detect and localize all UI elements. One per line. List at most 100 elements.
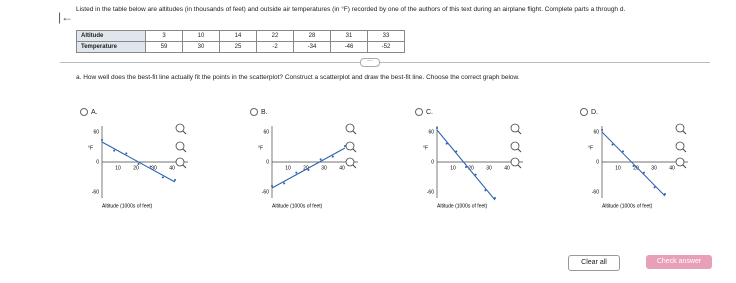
point [344, 145, 346, 147]
zoom-lens [510, 157, 520, 167]
zoom-lens [175, 141, 185, 151]
table-cell: 22 [256, 30, 294, 42]
zoom-handle [352, 130, 357, 135]
point [465, 166, 467, 168]
y-tick-label: -60 [592, 189, 599, 195]
option[interactable]: D. [580, 108, 598, 116]
zoom-handle [682, 130, 687, 135]
y-tick-label: 0 [266, 159, 269, 165]
x-axis-label: Altitude (1000s of feet) [602, 203, 653, 209]
table-cell: Altitude [76, 30, 146, 42]
zoom-handle [517, 148, 522, 153]
point [664, 193, 666, 195]
table-cell: -52 [367, 41, 405, 53]
x-tick-label: 30 [651, 165, 657, 171]
check-answer-button[interactable]: Check answer [646, 255, 712, 269]
expand-button[interactable]: ··· [360, 58, 380, 67]
zoom-icon[interactable] [345, 157, 357, 169]
y-tick-label: -60 [262, 189, 269, 195]
x-tick-label: 10 [615, 165, 621, 171]
point [494, 197, 496, 199]
zoom-icon[interactable] [175, 123, 187, 135]
y-tick-label: 60 [428, 129, 434, 135]
point [101, 139, 103, 141]
option[interactable]: C. [415, 108, 433, 116]
y-tick-label: -60 [92, 189, 99, 195]
table-cell: 31 [330, 30, 368, 42]
option[interactable]: B. [250, 108, 268, 116]
table-wrap: Altitude 3 10 14 22 28 31 33 Temperature 59 30 25 -2… [76, 30, 405, 53]
zoom-icon[interactable] [175, 141, 187, 153]
y-tick-label: 60 [263, 129, 269, 135]
table-cell: 14 [219, 30, 257, 42]
option-letter: B. [261, 108, 268, 116]
table-cell: -34 [293, 41, 331, 53]
zoom-lens [510, 141, 520, 151]
point [137, 163, 140, 165]
zoom-handle [182, 130, 187, 135]
point [643, 171, 645, 174]
y-tick-label: -60 [427, 189, 434, 195]
point [283, 182, 286, 185]
x-tick-label: 10 [285, 165, 291, 171]
x-tick-label: 40 [339, 165, 345, 171]
zoom-lens [675, 157, 685, 167]
table-cell: -2 [256, 41, 294, 53]
zoom-lens [345, 141, 355, 151]
radio-button[interactable] [415, 108, 423, 116]
data-table: Altitude 3 10 14 22 28 31 33 Temperature 59 30 25 -2… [76, 30, 405, 53]
x-tick-label: 20 [133, 165, 139, 171]
clear-all-button[interactable]: Clear all [568, 255, 620, 271]
zoom-lens [175, 157, 185, 167]
table-cell: 10 [182, 30, 220, 42]
option-letter: D. [591, 108, 598, 116]
point [436, 127, 438, 129]
option-letter: C. [426, 108, 433, 116]
zoom-lens [675, 141, 685, 151]
back-arrow[interactable]: |← [58, 10, 74, 24]
y-tick-label: 0 [596, 159, 599, 165]
y-tick-label: 60 [593, 129, 599, 135]
y-axis-label: °F [588, 145, 593, 151]
zoom-handle [182, 148, 187, 153]
x-tick-label: 20 [303, 165, 309, 171]
x-tick-label: 40 [504, 165, 510, 171]
point [331, 155, 334, 158]
zoom-lens [675, 123, 685, 133]
point [611, 143, 614, 146]
zoom-icon[interactable] [510, 157, 522, 169]
point [271, 185, 273, 187]
zoom-lens [510, 123, 520, 133]
option-letter: A. [91, 108, 98, 116]
table-cell: 25 [219, 41, 257, 53]
y-axis-label: °F [258, 145, 263, 151]
x-tick-label: 40 [669, 165, 675, 171]
radio-button[interactable] [80, 108, 88, 116]
zoom-handle [517, 130, 522, 135]
fit-line [101, 141, 176, 183]
zoom-icon[interactable] [345, 123, 357, 135]
option[interactable]: A. [80, 108, 98, 116]
y-tick-label: 0 [96, 159, 99, 165]
point [601, 129, 603, 131]
zoom-icon[interactable] [175, 157, 187, 169]
x-tick-label: 40 [169, 165, 175, 171]
table-cell: 30 [182, 41, 220, 53]
option-graph: °F 60 0 -60 10 20 30 40 Altitude (1000s of feet) [258, 123, 358, 209]
x-tick-label: 10 [115, 165, 121, 171]
table-cell: 3 [145, 30, 183, 42]
radio-button[interactable] [580, 108, 588, 116]
zoom-icon[interactable] [345, 141, 357, 153]
zoom-icon[interactable] [510, 123, 522, 135]
option-graph: °F 60 0 -60 10 20 30 40 Altitude (1000s of feet) [423, 123, 523, 209]
zoom-icon[interactable] [510, 141, 522, 153]
zoom-icon[interactable] [675, 123, 687, 135]
zoom-icon[interactable] [675, 157, 687, 169]
point [455, 150, 458, 153]
zoom-icon[interactable] [675, 141, 687, 153]
y-tick-label: 0 [431, 159, 434, 165]
radio-button[interactable] [250, 108, 258, 116]
x-tick-label: 30 [486, 165, 492, 171]
zoom-handle [352, 164, 357, 169]
